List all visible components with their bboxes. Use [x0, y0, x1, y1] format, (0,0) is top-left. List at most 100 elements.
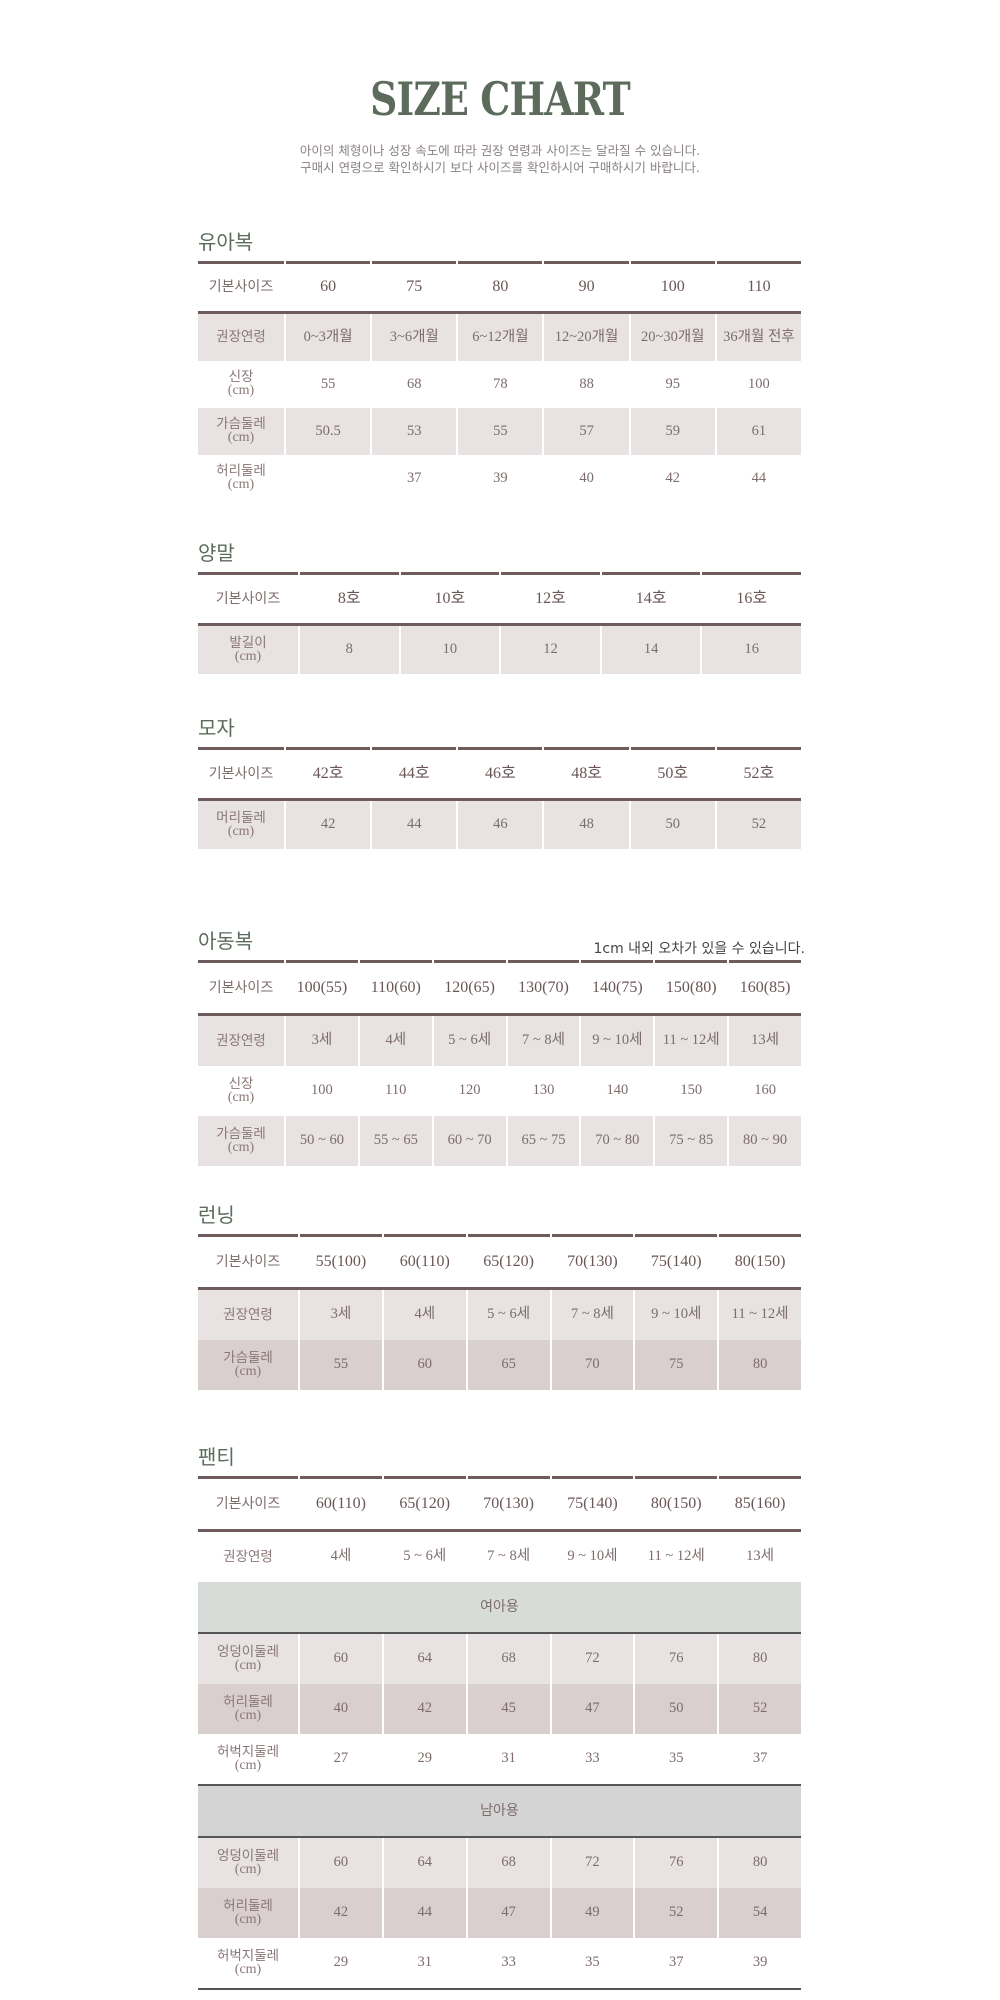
table-cell: 48 — [544, 801, 629, 849]
row-label-text: 신장 — [228, 369, 254, 386]
size-column-header: 130(70) — [507, 960, 580, 1013]
table-cell: 4세 — [383, 1290, 466, 1340]
size-section: 아동복 1cm 내외 오차가 있을 수 있습니다. 기본사이즈 100(55) 110(… — [198, 926, 805, 1166]
header-divider — [198, 623, 801, 626]
section-title: 아동복 — [198, 929, 254, 953]
table-cell: 40 — [579, 469, 594, 486]
table-cell: 12 — [501, 626, 600, 674]
table-cell: 50 — [630, 801, 715, 849]
table-cell: 65 — [467, 1340, 550, 1390]
header-divider — [198, 798, 801, 801]
table-cell: 42 — [665, 469, 680, 486]
row-label-text: 머리둘레 — [216, 809, 266, 826]
table-cell: 64 — [383, 1634, 466, 1684]
table-cell: 13세 — [729, 1016, 801, 1066]
section-header: 런닝 — [198, 1200, 801, 1234]
row-label-unit: (cm) — [227, 823, 255, 839]
table-cell: 45 — [467, 1684, 550, 1734]
table-cell: 5 ~ 6세 — [467, 1290, 550, 1340]
table-cell: 11 ~ 12세 — [647, 1548, 705, 1565]
table-cell: 80 — [719, 1634, 801, 1684]
table-cell: 46 — [458, 801, 543, 849]
table-cell: 160 — [754, 1082, 776, 1099]
table-cell: 5 ~ 6세 — [433, 1016, 506, 1066]
table-cell: 16 — [702, 626, 801, 674]
row-label-text: 가슴둘레 — [216, 1125, 266, 1142]
header-label: 기본사이즈 — [198, 1476, 298, 1529]
table-cell: 29 — [417, 1750, 432, 1767]
section-header: 유아복 — [198, 227, 801, 261]
row-label-unit: (cm) — [227, 1139, 255, 1155]
table-cell: 13세 — [746, 1548, 774, 1565]
header-divider — [198, 311, 801, 314]
row-label: 허벅지둘레 (cm) — [198, 1938, 298, 1988]
table-cell: 76 — [635, 1634, 718, 1684]
table-cell: 5 ~ 6세 — [403, 1548, 447, 1565]
size-column-header: 60 — [286, 261, 371, 311]
row-label-text: 엉덩이둘레 — [216, 1847, 280, 1864]
row-label-text: 허리둘레 — [216, 463, 266, 480]
section-title: 양말 — [198, 541, 235, 565]
table-cell: 44 — [372, 801, 457, 849]
size-column-header: 60(110) — [300, 1476, 382, 1529]
section-title: 런닝 — [198, 1203, 235, 1227]
row-label: 신장 (cm) — [198, 361, 284, 408]
row-label-unit: (cm) — [227, 430, 255, 446]
table-cell: 52 — [716, 801, 801, 849]
size-table: 기본사이즈 55(100) 60(110) 65(120) 70(130) 75(140)… — [198, 1234, 801, 1390]
size-column-header: 44호 — [372, 747, 457, 798]
size-column-header: 75 — [372, 261, 457, 311]
size-column-header: 100(55) — [286, 960, 358, 1013]
table-cell: 4세 — [359, 1016, 432, 1066]
table-cell: 50 — [635, 1684, 718, 1734]
size-column-header: 65(120) — [383, 1476, 466, 1529]
row-label: 가슴둘레 (cm) — [198, 408, 284, 455]
row-label: 허리둘레 (cm) — [198, 455, 284, 502]
row-label: 엉덩이둘레 (cm) — [198, 1838, 298, 1888]
size-table: 기본사이즈 60(110) 65(120) 70(130) 75(140) 80(150)… — [198, 1476, 801, 1990]
table-cell: 3세 — [300, 1290, 382, 1340]
table-cell: 100 — [748, 375, 770, 392]
table-cell: 57 — [544, 408, 629, 455]
size-section: 팬티 기본사이즈 60(110) 65(120) 70(130) 75(140) 80(15… — [198, 1442, 801, 1990]
table-cell: 60 — [300, 1838, 382, 1888]
size-section: 모자 기본사이즈 42호 44호 46호 48호 50호 52호 머리둘레 (cm) 42 44 46 4… — [198, 713, 801, 849]
table-cell: 11 ~ 12세 — [719, 1290, 801, 1340]
table-cell: 31 — [417, 1954, 432, 1971]
table-cell: 33 — [501, 1954, 516, 1971]
table-cell: 6~12개월 — [458, 314, 543, 361]
row-label-text: 권장연령 — [216, 329, 266, 346]
subtitle-line-1: 아이의 체형이나 성장 속도에 따라 권장 연령과 사이즈는 달라질 수 있습니… — [299, 143, 701, 158]
table-cell: 37 — [406, 469, 422, 486]
size-table: 기본사이즈 42호 44호 46호 48호 50호 52호 머리둘레 (cm) 42 44 46 48 5… — [198, 747, 801, 849]
table-cell — [286, 455, 370, 502]
row-label: 허리둘레 (cm) — [198, 1684, 298, 1734]
size-section: 유아복 기본사이즈 60 75 80 90 100 110 권장연령 0~3개월 3~6개월 6~12… — [198, 227, 801, 502]
table-cell: 44 — [383, 1888, 466, 1938]
table-cell: 8 — [300, 626, 399, 674]
section-title: 팬티 — [198, 1445, 235, 1469]
row-label-unit: (cm) — [234, 1911, 262, 1927]
size-column-header: 120(65) — [433, 960, 506, 1013]
table-cell: 3세 — [286, 1016, 358, 1066]
table-cell: 14 — [601, 626, 701, 674]
table-cell: 47 — [551, 1684, 634, 1734]
row-label: 허리둘레 (cm) — [198, 1888, 298, 1938]
row-label-text: 허벅지둘레 — [216, 1947, 280, 1964]
table-cell: 40 — [300, 1684, 382, 1734]
size-column-header: 80(150) — [719, 1234, 801, 1287]
table-cell: 50 ~ 60 — [286, 1116, 358, 1166]
table-cell: 72 — [551, 1838, 634, 1888]
table-cell: 70 ~ 80 — [581, 1116, 654, 1166]
size-table: 기본사이즈 100(55) 110(60) 120(65) 130(70) 140(75)… — [198, 960, 801, 1166]
header-label: 기본사이즈 — [198, 960, 284, 1013]
table-cell: 9 ~ 10세 — [635, 1290, 718, 1340]
size-column-header: 150(80) — [655, 960, 728, 1013]
table-cell: 39 — [752, 1954, 768, 1971]
row-label-text: 권장연령 — [216, 1032, 266, 1049]
table-cell: 33 — [585, 1750, 600, 1767]
table-cell: 39 — [493, 469, 508, 486]
row-label-unit: (cm) — [234, 1861, 262, 1877]
table-cell: 130 — [532, 1082, 555, 1099]
